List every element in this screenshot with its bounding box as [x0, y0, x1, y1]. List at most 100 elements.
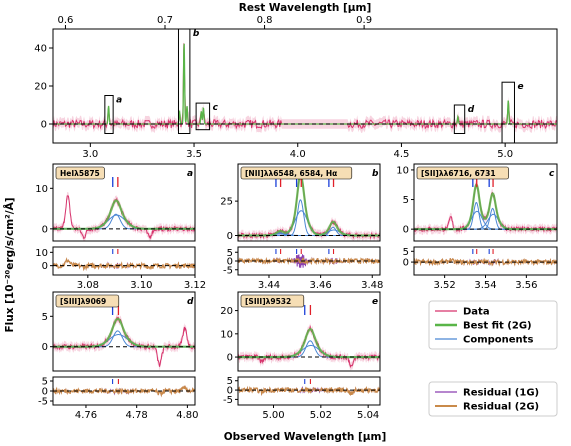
panel-b-xtick-label: 3.48	[361, 280, 383, 291]
panel-c-ytick-label: 10	[396, 165, 409, 176]
overview-toptick-label: 0.8	[257, 15, 273, 26]
panel-d-residual-ytick-label: 5	[42, 377, 48, 388]
panel-a-residual-ytick-label: 10	[35, 248, 48, 259]
legend-label-best-fit: Best fit (2G)	[463, 321, 532, 332]
panel-d-plot-area	[53, 313, 195, 371]
panel-c-line-id-text: [SII]λλ6716, 6731	[421, 169, 496, 178]
legend-label-components: Components	[463, 335, 533, 346]
panel-b-residual-area	[238, 254, 380, 268]
panel-c-xtick-label: 3.54	[474, 280, 496, 291]
panel-a-ytick-label: 0	[42, 224, 48, 235]
panel-c-xtick-label: 3.56	[515, 280, 537, 291]
panel-a-frame	[52, 163, 196, 242]
panel-c-residual-ytick-label: 5	[403, 247, 409, 258]
legend-label-residual-2g: Residual (2G)	[463, 402, 539, 413]
overview-best-fit-line	[53, 43, 557, 125]
panel-e-frame	[237, 291, 381, 372]
panel-b-line-id: [NII]λλ6548, 6584, Hα	[240, 166, 353, 180]
panel-a-residual-ytick-label: 0	[42, 261, 48, 272]
overview-error-band	[53, 38, 557, 133]
panel-e-residual-ytick-label: -5	[223, 395, 233, 406]
legend-label-residual-1g: Residual (1G)	[463, 388, 539, 399]
overview-toptick-label: 0.6	[57, 15, 73, 26]
inset-box-a	[104, 95, 114, 134]
overview-toptick-label: 0.7	[157, 15, 173, 26]
overview-data-line	[52, 43, 558, 130]
panel-e-xtick-label: 5.02	[310, 410, 332, 421]
overview-xtick-label: 5.0	[497, 149, 513, 160]
overview-xtick-label: 3.5	[186, 149, 202, 160]
panel-c-error-band	[414, 180, 557, 236]
panel-d-residual-ytick-label: -5	[38, 397, 48, 408]
panel-b-residual-ytick-label: -5	[223, 265, 233, 276]
panel-a-line-id-text: HeIλ5875	[60, 169, 100, 178]
overview-ytick-label: 20	[34, 82, 47, 93]
top-axis-label: Rest Wavelength [μm]	[239, 2, 372, 14]
panel-c-residual-ytick-label: 0	[403, 258, 409, 269]
panel-e-residual-frame	[237, 376, 381, 406]
inset-letter-a: a	[116, 96, 122, 106]
panel-e-residual-2g	[238, 385, 380, 397]
panel-c-ytick-label: 5	[403, 195, 409, 206]
inset-letter-b: b	[193, 29, 200, 39]
inset-letter-d: d	[468, 105, 475, 115]
panel-b-line-id-text: [NII]λλ6548, 6584, Hα	[245, 169, 337, 178]
panel-d-residual-area	[53, 385, 195, 398]
panel-b-data-line	[238, 173, 380, 240]
overview-ytick-label: 40	[34, 44, 47, 55]
panel-b-plot-area	[238, 170, 380, 241]
panel-d-xtick-label: 4.76	[75, 410, 97, 421]
panel-d-line-id: [SIII]λ9069	[55, 294, 120, 308]
legend-main-frame	[428, 300, 558, 350]
panel-e-error-band	[238, 323, 380, 371]
panel-d-residual-2g	[53, 385, 195, 398]
panel-c-best-fit-line	[414, 183, 557, 231]
panel-a-line-id-box	[55, 166, 105, 180]
panel-c-line-id-box	[416, 166, 509, 180]
panel-a-letter: a	[187, 169, 193, 179]
panel-e-ytick-label: 0	[227, 353, 233, 364]
panel-d-error-band	[53, 313, 195, 371]
panel-d-letter: d	[187, 297, 194, 307]
panel-a-residual-area	[53, 257, 195, 272]
overview-ytick-label: 0	[41, 120, 47, 131]
panel-e-letter: e	[372, 297, 378, 307]
overview-toptick-label: 0.9	[356, 15, 372, 26]
y-axis-label: Flux [10⁻²⁰erg/s/cm²/Å]	[3, 197, 16, 332]
panel-a-best-fit-line	[53, 199, 195, 230]
panel-e-ytick-label: 20	[220, 306, 233, 317]
panel-c-frame	[413, 163, 558, 242]
panel-e-ytick-label: 10	[220, 329, 233, 340]
inset-box-d	[453, 104, 466, 134]
panel-d-residual-ytick-label: 0	[42, 387, 48, 398]
panel-c-ytick-label: 0	[403, 225, 409, 236]
panel-c-residual-2g	[414, 257, 557, 267]
panel-b-error-band	[238, 170, 380, 241]
panel-a-xtick-label: 3.08	[77, 280, 99, 291]
panel-a-residual-frame	[52, 246, 196, 276]
legend-main: Data Best fit (2G) Components	[428, 300, 558, 350]
panel-d-ytick-label: 0	[42, 342, 48, 353]
legend-residuals: Residual (1G) Residual (2G)	[428, 381, 558, 417]
overview-xtick-label: 4.5	[393, 149, 409, 160]
panel-b-xtick-label: 3.44	[258, 280, 280, 291]
panel-b-residual-ytick-label: 5	[227, 248, 233, 259]
panel-c-letter: c	[549, 169, 555, 179]
panel-c-line-id: [SII]λλ6716, 6731	[416, 166, 509, 180]
bottom-axis-label: Observed Wavelength [μm]	[224, 431, 387, 443]
panel-b-frame	[237, 163, 381, 242]
panel-b-residual-2g	[238, 256, 380, 266]
panel-b-xtick-label: 3.46	[309, 280, 331, 291]
panel-c-plot-area	[414, 180, 557, 236]
panel-a-plot-area	[53, 192, 195, 241]
panel-e-line-id-box	[240, 294, 305, 308]
panel-e-residual-ytick-label: 0	[227, 386, 233, 397]
panel-c-xtick-label: 3.52	[434, 280, 456, 291]
panel-a-line-id: HeIλ5875	[55, 166, 105, 180]
panel-d-xtick-label: 4.80	[176, 410, 198, 421]
panel-e-xtick-label: 5.00	[262, 410, 284, 421]
panel-e-plot-area	[238, 323, 380, 371]
panel-e-line-id-text: [SIII]λ9532	[245, 297, 291, 306]
